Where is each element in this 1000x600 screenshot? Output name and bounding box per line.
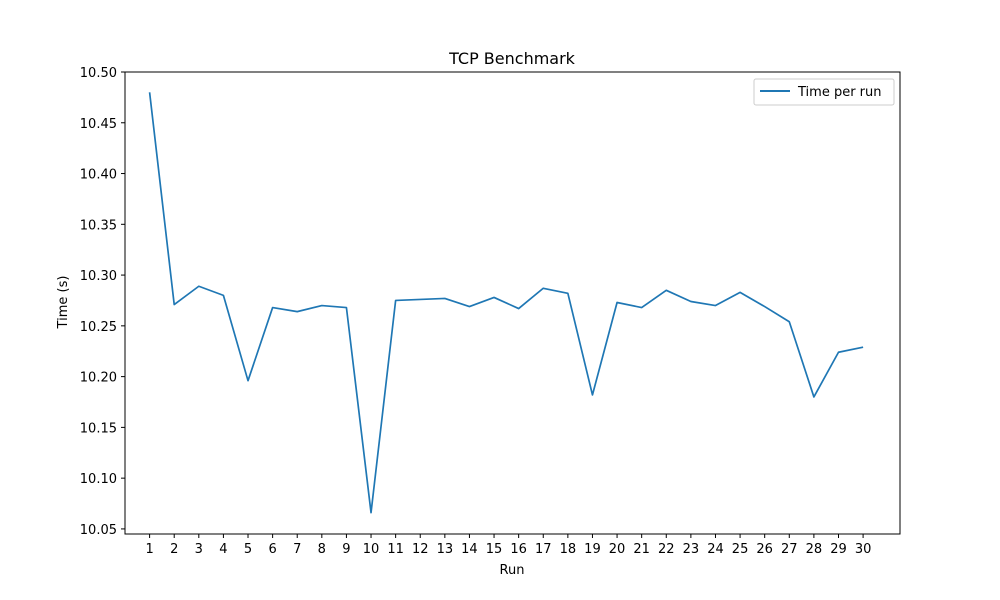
x-tick-label: 4: [219, 542, 227, 557]
x-tick-label: 8: [318, 542, 326, 557]
x-tick-label: 19: [584, 542, 601, 557]
x-tick-label: 12: [412, 542, 429, 557]
y-tick-label: 10.40: [80, 168, 117, 183]
x-tick-label: 24: [707, 542, 724, 557]
x-tick-label: 17: [535, 542, 552, 557]
series-line: [148, 92, 864, 514]
x-tick-label: 3: [195, 542, 203, 557]
x-tick-label: 25: [732, 542, 749, 557]
y-tick-label: 10.10: [80, 472, 117, 487]
x-tick-label: 2: [170, 542, 178, 557]
y-tick-label: 10.50: [80, 66, 117, 81]
x-tick-label: 13: [437, 542, 454, 557]
y-axis-label: Time (s): [56, 276, 71, 330]
plot-area: 1 2 3 4 5 6 7 8 9 10 11 12 13 14 15 16 17 18 19 20 21 22 23 24 2…: [80, 66, 901, 557]
x-tick-label: 9: [342, 542, 350, 557]
x-axis-label: Run: [500, 563, 525, 578]
x-tick-label: 18: [560, 542, 577, 557]
y-tick-label: 10.35: [80, 218, 117, 233]
x-tick-label: 15: [486, 542, 503, 557]
x-tick-label: 23: [683, 542, 700, 557]
x-tick-label: 22: [658, 542, 675, 557]
x-tick-label: 16: [510, 542, 527, 557]
x-tick-label: 27: [781, 542, 798, 557]
y-tick-label: 10.15: [80, 421, 117, 436]
x-tick-label: 20: [609, 542, 626, 557]
y-tick-label: 10.45: [80, 117, 117, 132]
x-tick-label: 30: [855, 542, 872, 557]
y-tick-label: 10.05: [80, 523, 117, 538]
axes-frame: [124, 71, 901, 535]
legend-box: [753, 78, 895, 106]
y-tick-label: 10.30: [80, 269, 117, 284]
legend: Time per run: [753, 78, 895, 106]
legend-label: Time per run: [797, 85, 882, 100]
chart-title: TCP Benchmark: [448, 49, 576, 68]
x-tick-label: 7: [293, 542, 301, 557]
x-tick-label: 29: [830, 542, 847, 557]
y-tick-label: 10.20: [80, 371, 117, 386]
x-tick-label: 6: [268, 542, 276, 557]
x-tick-label: 11: [387, 542, 404, 557]
x-tick-label: 28: [806, 542, 823, 557]
x-tick-label: 21: [633, 542, 650, 557]
x-tick-label: 26: [756, 542, 773, 557]
x-tick-label: 10: [363, 542, 380, 557]
y-tick-label: 10.25: [80, 320, 117, 335]
x-tick-label: 1: [145, 542, 153, 557]
x-tick-label: 14: [461, 542, 478, 557]
x-tick-label: 5: [244, 542, 252, 557]
